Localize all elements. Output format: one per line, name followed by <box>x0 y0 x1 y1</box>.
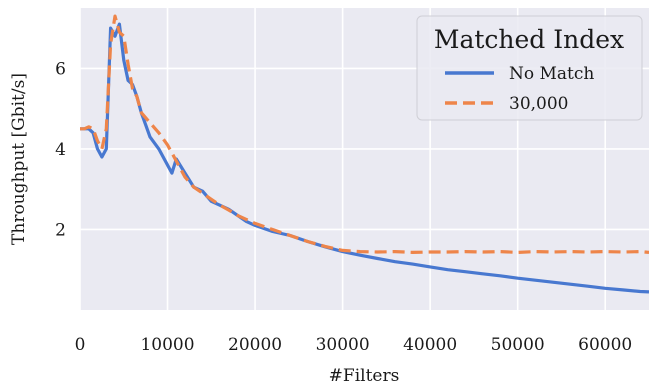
y-tick-labels: 2 4 6 <box>55 59 66 240</box>
x-axis-label: #Filters <box>329 366 400 386</box>
legend-entry-30000: 30,000 <box>509 94 568 114</box>
series-line-30000 <box>80 14 649 254</box>
x-tick-label: 50000 <box>491 335 545 355</box>
y-tick-label: 4 <box>55 140 66 160</box>
x-tick-label: 0 <box>75 335 86 355</box>
x-tick-label: 60000 <box>578 335 632 355</box>
series-lines <box>80 14 649 294</box>
y-tick-label: 2 <box>55 220 66 240</box>
y-tick-label: 6 <box>55 59 66 79</box>
x-tick-label: 10000 <box>140 335 194 355</box>
legend: Matched Index No Match 30,000 <box>416 15 643 121</box>
legend-box <box>416 15 643 121</box>
x-tick-label: 20000 <box>228 335 282 355</box>
x-tick-label: 40000 <box>403 335 457 355</box>
x-tick-label: 30000 <box>316 335 370 355</box>
legend-entry-no-match: No Match <box>509 64 594 84</box>
x-tick-labels: 0 10000 20000 30000 40000 50000 60000 <box>75 335 633 355</box>
legend-title: Matched Index <box>434 25 624 54</box>
y-axis-label: Throughput [Gbit/s] <box>9 73 29 245</box>
